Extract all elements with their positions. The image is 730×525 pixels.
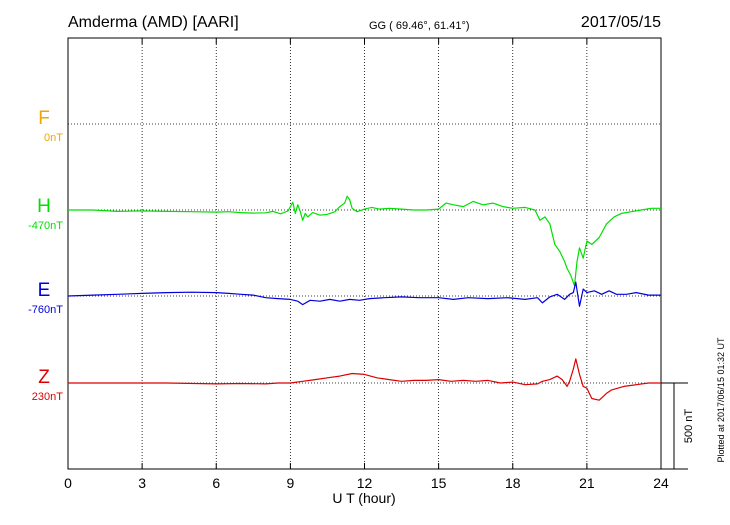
channel-labels: F 0nT H -470nT E -760nT Z 230nT	[28, 108, 63, 403]
x-tick-label: 12	[357, 475, 373, 491]
x-tick-label: 6	[212, 475, 220, 491]
traces	[67, 195, 661, 401]
trace-e	[67, 281, 661, 307]
trace-h	[68, 195, 661, 287]
grid-lines	[68, 38, 661, 469]
x-tick-label: 24	[653, 475, 669, 491]
plotted-at-note: Plotted at 2017/06/15 01:32 UT	[716, 337, 726, 463]
x-axis-label: U T (hour)	[332, 490, 395, 506]
channel-baseline-e: -760nT	[28, 304, 63, 316]
channel-baseline-f: 0nT	[44, 132, 63, 144]
x-tick-label: 0	[64, 475, 72, 491]
channel-label-z: Z	[38, 367, 50, 388]
station-title: Amderma (AMD) [AARI]	[68, 14, 239, 31]
channel-baseline-z: 230nT	[32, 391, 63, 403]
x-tick-label: 15	[431, 475, 447, 491]
channel-label-e: E	[38, 280, 51, 301]
date-label: 2017/05/15	[581, 14, 661, 31]
trace-z	[68, 358, 661, 401]
x-tick-label: 21	[579, 475, 595, 491]
x-tick-label: 3	[138, 475, 146, 491]
scale-bar-label: 500 nT	[683, 409, 695, 444]
x-axis: 0 3 6 9 12 15 18 21 24	[64, 38, 669, 491]
geographic-coordinates: GG ( 69.46°, 61.41°)	[369, 20, 470, 32]
channel-baseline-h: -470nT	[28, 220, 63, 232]
channel-label-h: H	[37, 196, 51, 217]
x-tick-label: 18	[505, 475, 521, 491]
x-tick-label: 9	[286, 475, 294, 491]
channel-label-f: F	[38, 108, 50, 129]
